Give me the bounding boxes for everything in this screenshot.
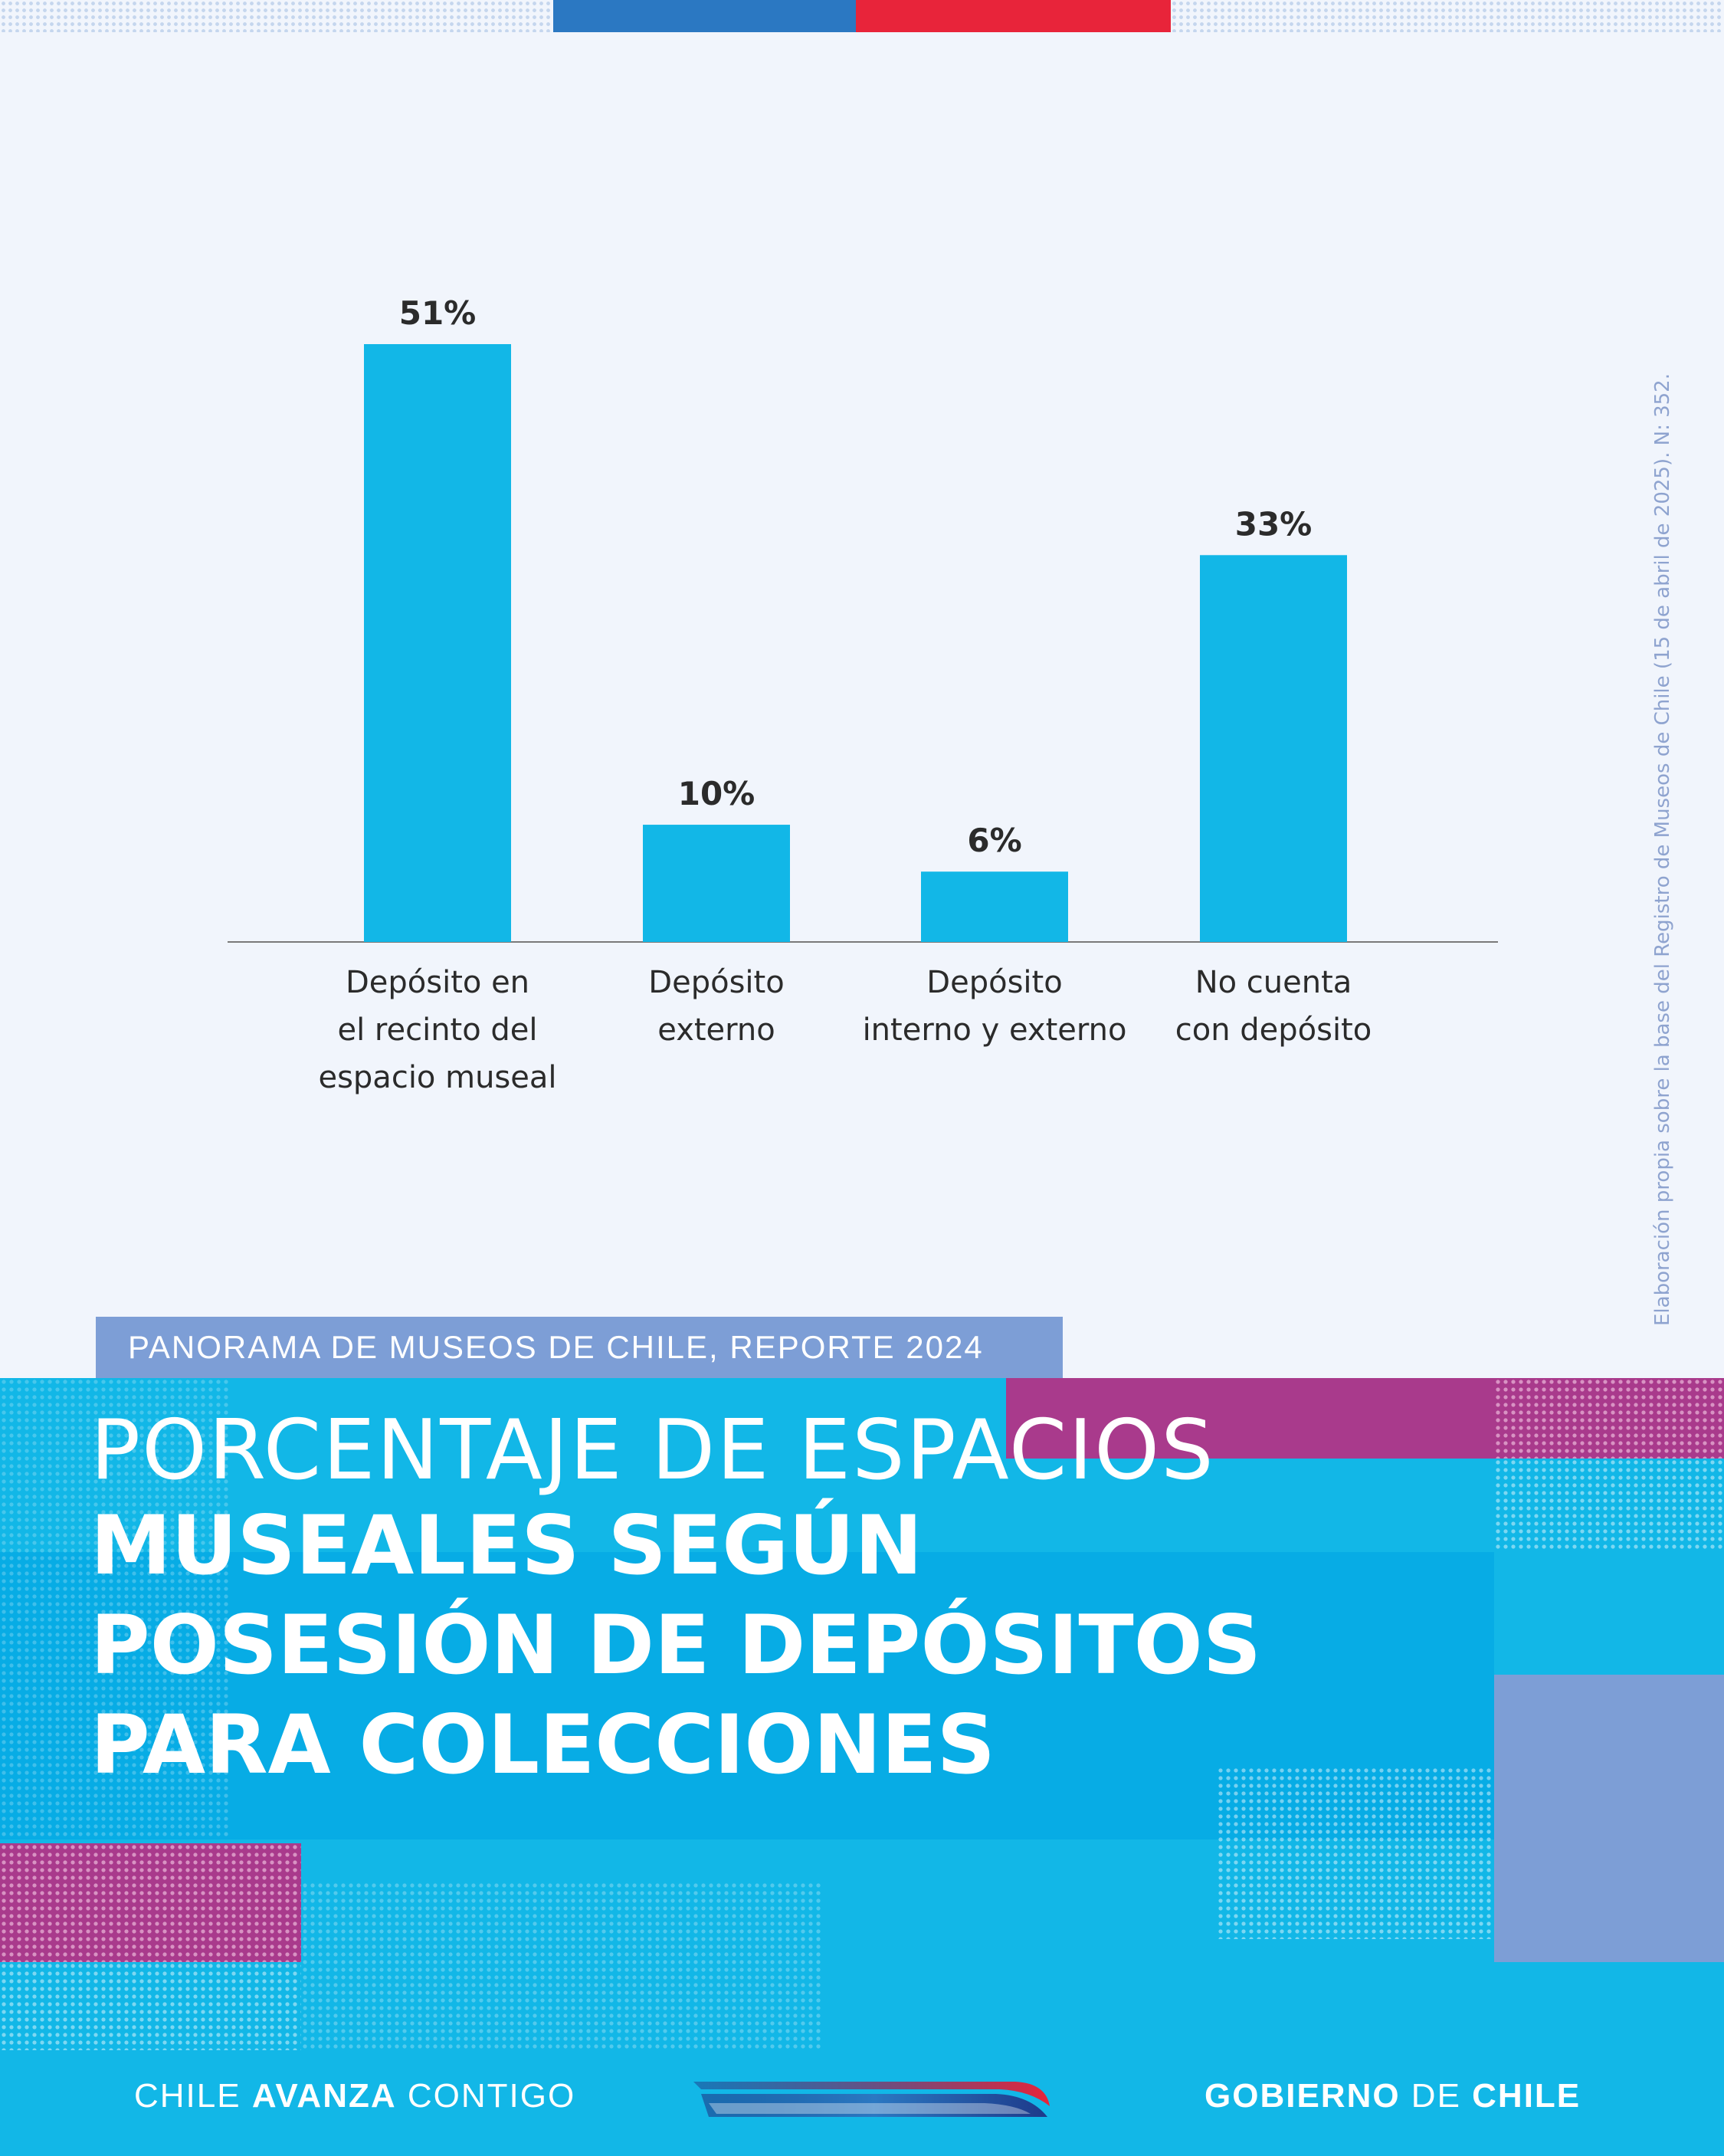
flag-stripe-blue (553, 0, 856, 32)
category-label-1-line-2: el recinto del (337, 1012, 537, 1048)
bar-value-label-1: 51% (399, 294, 477, 332)
dot-pattern-right (1494, 1459, 1724, 1551)
footer-gov-bold-2: CHILE (1472, 2077, 1581, 2115)
dot-pattern-bottom-left (0, 1962, 301, 2050)
footer-gov-mid: DE (1400, 2077, 1473, 2115)
category-label-4-line-2: con depósito (1175, 1012, 1372, 1048)
footer-slogan-bold: AVANZA (251, 2077, 397, 2115)
category-label-2-line-2: externo (657, 1012, 775, 1048)
bar-value-label-2: 10% (678, 775, 755, 812)
bar-3 (921, 871, 1068, 942)
top-dot-pattern-left (0, 0, 553, 32)
category-label-4-line-1: No cuenta (1195, 965, 1352, 1000)
category-label-2-line-1: Depósito (648, 965, 784, 1000)
bar-2 (643, 825, 790, 942)
footer-gov-bold-1: GOBIERNO (1205, 2077, 1401, 2115)
dot-pattern-bottom (301, 1882, 822, 2050)
bar-4 (1200, 555, 1347, 942)
category-label-3-line-2: interno y externo (863, 1012, 1127, 1048)
magenta-block-bottom (0, 1843, 301, 1962)
government-swoosh-logo (693, 2082, 1050, 2117)
bar-value-label-3: 6% (967, 822, 1021, 859)
dot-pattern-left (0, 1378, 230, 1838)
chart-title-line-2: MUSEALES SEGÚN (90, 1498, 923, 1593)
category-label-1-line-3: espacio museal (318, 1060, 556, 1095)
flag-stripe-red (856, 0, 1171, 32)
title-panel-band (0, 1552, 1494, 1839)
footer-government: GOBIERNO DE CHILE (1205, 2077, 1581, 2115)
chart-title-line-4: PARA COLECCIONES (90, 1698, 996, 1792)
report-tag: PANORAMA DE MUSEOS DE CHILE, REPORTE 202… (96, 1317, 1063, 1378)
footer-slogan: CHILE AVANZA CONTIGO (134, 2077, 575, 2115)
top-dot-pattern-right (1171, 0, 1724, 32)
category-label-1-line-1: Depósito en (346, 965, 529, 1000)
magenta-dot-pattern-top (1494, 1378, 1724, 1459)
footer-slogan-pre: CHILE (134, 2077, 252, 2115)
chart-title-line-3: POSESIÓN DE DEPÓSITOS (90, 1598, 1262, 1692)
bars-group: 51% Depósito en el recinto del espacio muse… (318, 294, 1372, 1095)
bar-chart: 51% Depósito en el recinto del espacio muse… (228, 294, 1498, 1095)
chart-title-line-1: PORCENTAJE DE ESPACIOS (90, 1403, 1215, 1498)
source-note: Elaboración propia sobre la base del Reg… (1651, 373, 1674, 1326)
footer-slogan-post: CONTIGO (396, 2077, 576, 2115)
bar-value-label-4: 33% (1235, 505, 1313, 543)
magenta-block-top (1006, 1378, 1494, 1459)
bar-1 (364, 344, 511, 942)
lavender-block-right (1494, 1675, 1724, 1962)
dot-pattern-right-lower (1217, 1767, 1494, 1939)
category-label-3-line-1: Depósito (926, 965, 1062, 1000)
